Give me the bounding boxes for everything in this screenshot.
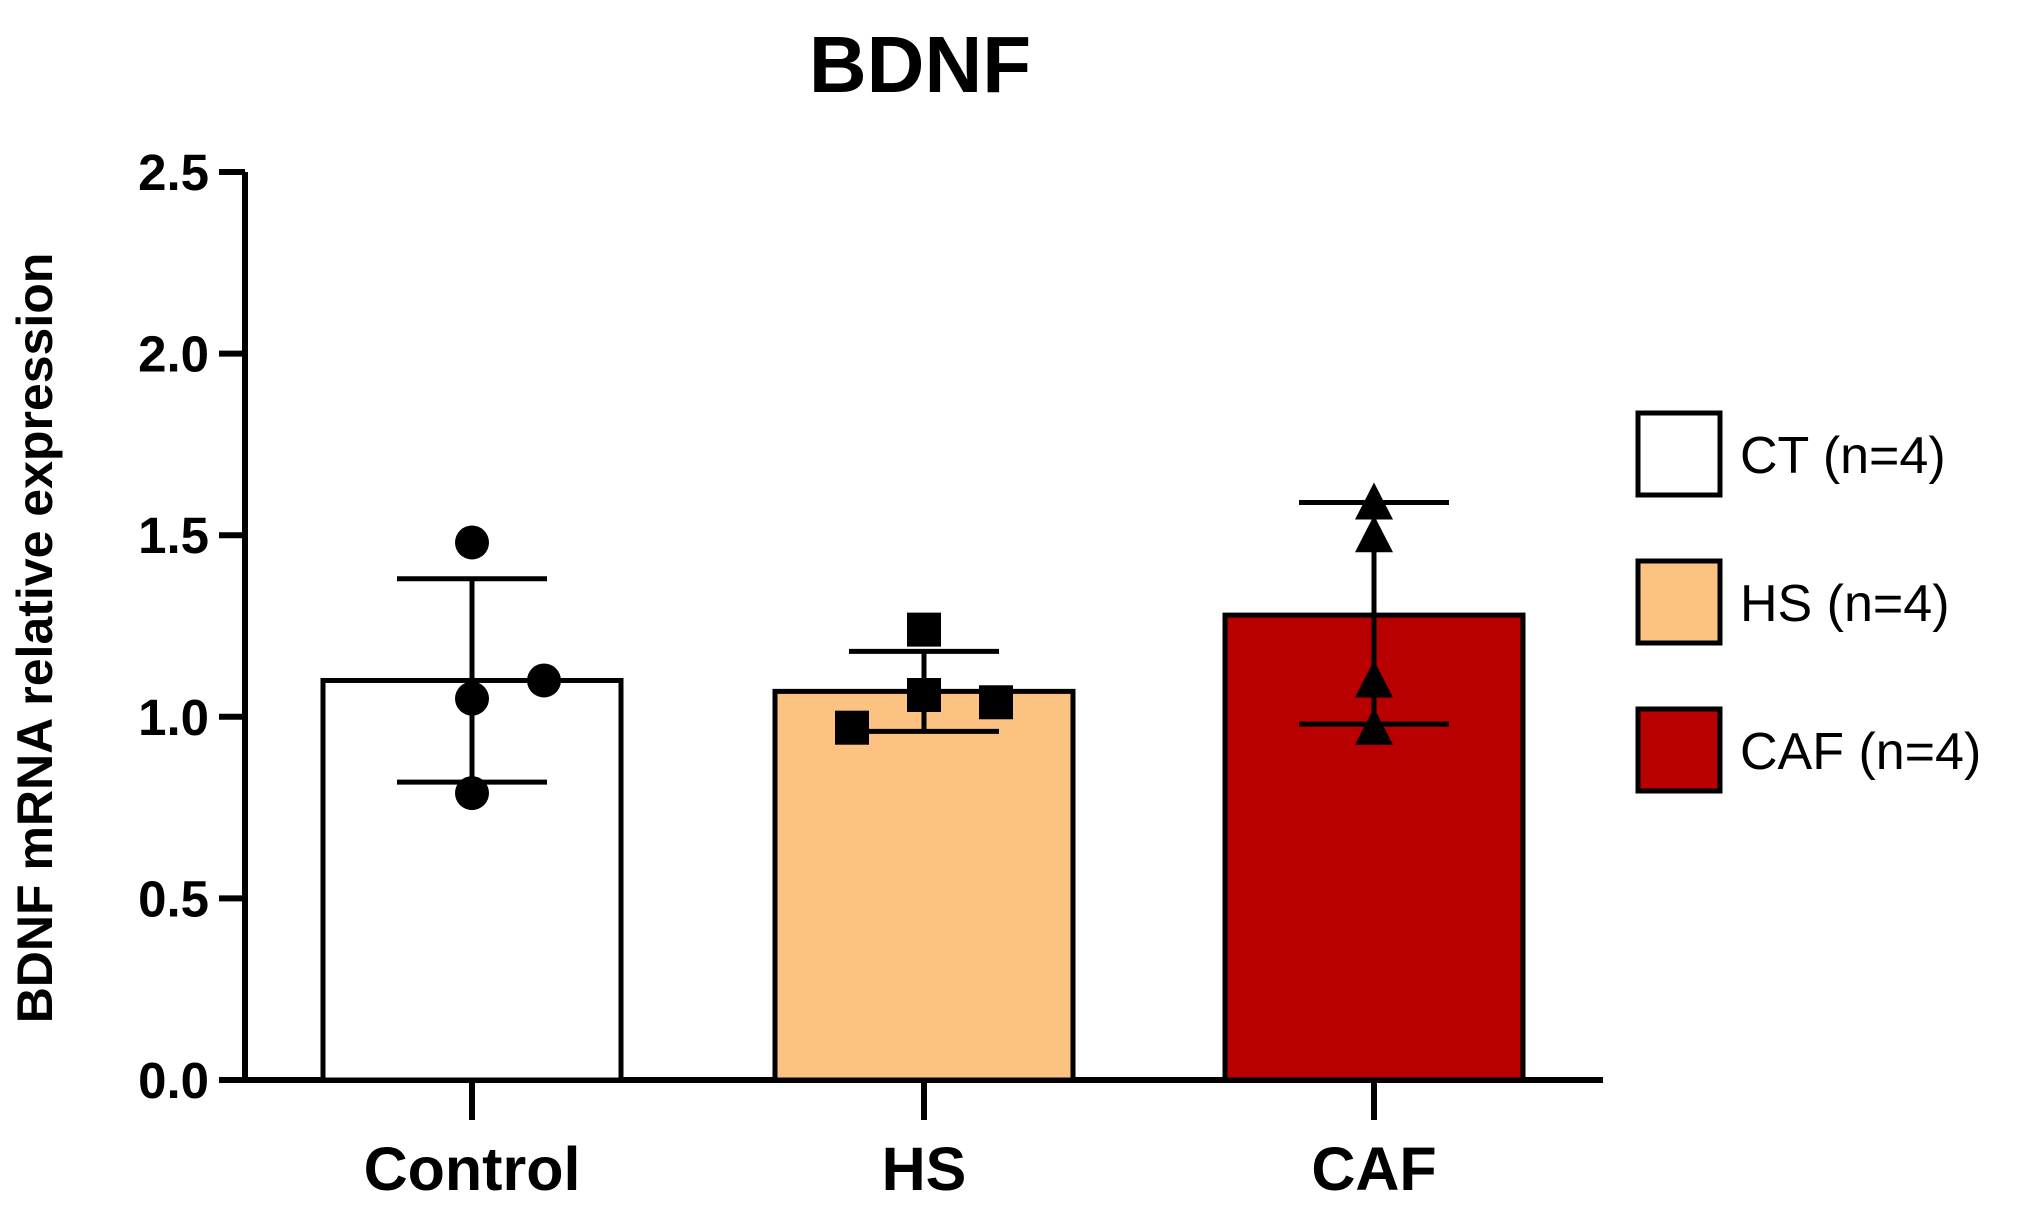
data-point bbox=[907, 678, 941, 713]
legend-swatch bbox=[1635, 410, 1723, 498]
data-point bbox=[1355, 660, 1393, 698]
y-axis-label: BDNF mRNA relative expression bbox=[7, 253, 63, 1024]
y-tick-label: 2.0 bbox=[138, 326, 209, 383]
x-tick-label: CAF bbox=[1311, 1135, 1436, 1203]
y-tick-label: 1.0 bbox=[138, 689, 209, 746]
y-tick-label: 2.5 bbox=[138, 144, 209, 201]
data-point bbox=[1355, 482, 1393, 520]
data-point bbox=[979, 685, 1013, 720]
data-point bbox=[1355, 515, 1393, 553]
y-tick-label: 0.5 bbox=[138, 870, 209, 927]
data-point bbox=[835, 710, 869, 745]
legend-swatch bbox=[1635, 706, 1723, 794]
legend-label: CT (n=4) bbox=[1740, 427, 1946, 485]
legend-swatch bbox=[1635, 558, 1723, 646]
y-tick-label: 0.0 bbox=[138, 1052, 209, 1109]
data-point bbox=[455, 776, 489, 811]
plot-area: 0.0 0.5 1.0 1.5 2.0 2.5 Control HS CAF bbox=[138, 144, 1603, 1203]
data-point bbox=[527, 663, 561, 698]
x-tick-label: Control bbox=[364, 1135, 581, 1203]
data-point bbox=[1355, 707, 1393, 745]
x-tick-label: HS bbox=[882, 1135, 967, 1203]
legend-label: HS (n=4) bbox=[1740, 575, 1950, 633]
data-point bbox=[907, 612, 941, 647]
data-point bbox=[455, 525, 489, 560]
chart-title: BDNF bbox=[809, 20, 1031, 109]
bar-hs bbox=[772, 688, 1076, 1083]
y-tick-label: 1.5 bbox=[138, 507, 209, 564]
legend-label: CAF (n=4) bbox=[1740, 723, 1981, 781]
data-point bbox=[455, 681, 489, 716]
legend: CT (n=4) HS (n=4) CAF (n=4) bbox=[1635, 410, 1981, 794]
